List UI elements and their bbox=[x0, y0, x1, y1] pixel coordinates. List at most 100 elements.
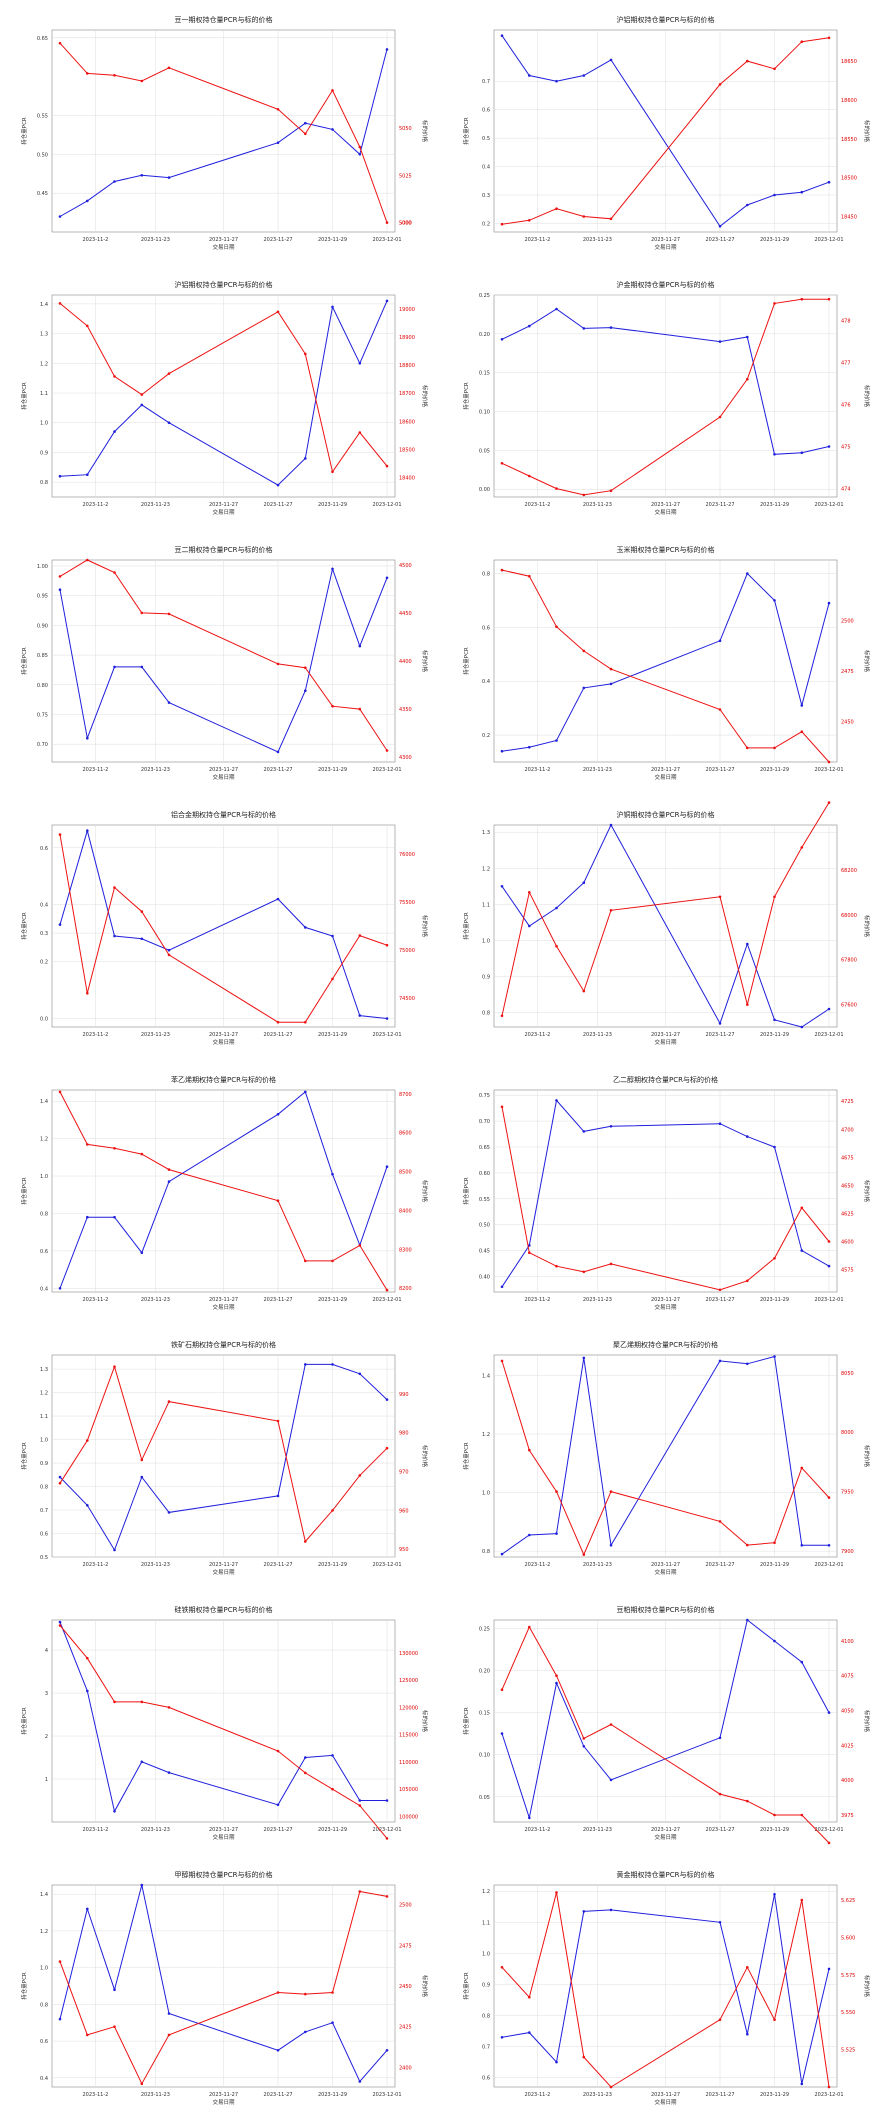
pcr-point bbox=[746, 2032, 749, 2036]
x-tick-label: 2023-11-27 bbox=[209, 767, 238, 773]
price-series-line bbox=[59, 1890, 388, 2085]
y-right-tick-label: 105000 bbox=[399, 1787, 418, 1793]
y-right-tick-label: 4675 bbox=[841, 1155, 854, 1161]
y-right-tick-label: 110000 bbox=[399, 1760, 418, 1766]
x-tick-label: 2023-12-01 bbox=[814, 1032, 843, 1038]
price-point bbox=[276, 1020, 280, 1024]
y-left-tick-label: 0.05 bbox=[479, 1795, 490, 1801]
price-point bbox=[385, 1895, 389, 1898]
pcr-point bbox=[113, 1548, 116, 1552]
pcr-point bbox=[140, 1760, 144, 1764]
pcr-point bbox=[718, 1359, 722, 1363]
x-tick-label: 2023-11-2 bbox=[524, 1562, 550, 1568]
y-left-axis-label: 持仓量PCR bbox=[20, 647, 28, 675]
x-tick-label: 2023-12-01 bbox=[814, 2092, 843, 2098]
price-point bbox=[746, 59, 749, 63]
price-point bbox=[500, 462, 504, 465]
y-left-tick-label: 1.4 bbox=[482, 1373, 490, 1379]
pcr-point bbox=[582, 1910, 586, 1913]
pcr-point bbox=[609, 682, 613, 686]
x-tick-label: 2023-11-29 bbox=[760, 1827, 789, 1833]
price-point bbox=[385, 1446, 389, 1450]
pcr-series-line bbox=[501, 1355, 829, 1555]
chart-title: 沪铝期权持仓量PCR与标的价格 bbox=[175, 280, 273, 289]
y-right-tick-label: 8000 bbox=[841, 1430, 854, 1436]
x-tick-label: 2023-11-23 bbox=[583, 1032, 612, 1038]
y-right-tick-label: 8400 bbox=[399, 1208, 412, 1214]
chart-svg: 2023-11-2 2023-11-23 2023-11-27 2023-11-27 2… bbox=[20, 1075, 429, 1311]
y-right-tick-label: 5.575 bbox=[841, 1973, 855, 1979]
y-left-axis-label: 持仓量PCR bbox=[462, 1177, 470, 1205]
price-point bbox=[140, 1458, 144, 1462]
y-left-tick-label: 0.45 bbox=[479, 1249, 490, 1255]
pcr-point bbox=[304, 689, 307, 692]
pcr-point bbox=[528, 1816, 531, 1820]
price-point bbox=[528, 474, 531, 478]
y-left-tick-label: 1.3 bbox=[482, 830, 490, 836]
price-point bbox=[304, 666, 307, 669]
price-point bbox=[358, 1804, 362, 1807]
chart-title: 乙二醇期权持仓量PCR与标的价格 bbox=[613, 1075, 718, 1084]
y-left-tick-label: 0.8 bbox=[40, 2002, 48, 2008]
price-point bbox=[555, 487, 558, 490]
y-left-tick-label: 1.3 bbox=[40, 1367, 48, 1373]
price-point bbox=[86, 1439, 89, 1442]
chart-svg: 2023-11-2 2023-11-23 2023-11-27 2023-11-27 2… bbox=[462, 15, 871, 251]
pcr-series-line bbox=[59, 828, 388, 1019]
pcr-series-line bbox=[501, 572, 830, 752]
price-point bbox=[773, 1541, 776, 1544]
y-left-tick-label: 1.1 bbox=[40, 1414, 48, 1420]
y-right-tick-label: 5000 bbox=[399, 221, 412, 227]
x-tick-label: 2023-11-23 bbox=[583, 2092, 612, 2098]
y-right-tick-label: 5.550 bbox=[841, 2010, 855, 2016]
pcr-point bbox=[358, 153, 362, 156]
x-tick-label: 2023-11-27 bbox=[651, 502, 680, 508]
price-point bbox=[358, 145, 362, 149]
pcr-point bbox=[358, 362, 362, 365]
x-tick-label: 2023-11-2 bbox=[82, 1827, 108, 1833]
x-tick-label: 2023-11-29 bbox=[760, 2092, 789, 2098]
y-right-tick-label: 130000 bbox=[399, 1651, 418, 1657]
chart-panel: 2023-11-2 2023-11-23 2023-11-27 2023-11-27 2… bbox=[0, 1590, 442, 1855]
price-point bbox=[500, 1359, 504, 1363]
price-point bbox=[609, 1490, 613, 1493]
pcr-point bbox=[528, 74, 531, 77]
y-left-tick-label: 0.4 bbox=[40, 2076, 48, 2082]
y-left-tick-label: 1.0 bbox=[40, 1174, 48, 1180]
price-point bbox=[582, 493, 586, 497]
pcr-point bbox=[86, 473, 89, 476]
y-right-tick-label: 68000 bbox=[841, 913, 857, 919]
y-right-tick-label: 476 bbox=[841, 402, 851, 408]
price-point bbox=[58, 575, 62, 578]
pcr-point bbox=[609, 823, 613, 827]
pcr-series-line bbox=[59, 1091, 388, 1289]
x-tick-label: 2023-11-27 bbox=[263, 1297, 292, 1303]
y-left-tick-label: 1.1 bbox=[40, 391, 48, 397]
y-left-tick-label: 0.9 bbox=[482, 1982, 490, 1988]
price-point bbox=[58, 1481, 62, 1485]
x-tick-label: 2023-12-01 bbox=[814, 1562, 843, 1568]
x-tick-label: 2023-12-01 bbox=[372, 1297, 401, 1303]
chart-title: 铝合金期权持仓量PCR与标的价格 bbox=[171, 810, 276, 819]
x-tick-label: 2023-11-23 bbox=[583, 1297, 612, 1303]
price-point bbox=[385, 1288, 389, 1292]
y-right-tick-label: 5050 bbox=[399, 126, 412, 132]
chart-svg: 2023-11-2 2023-11-23 2023-11-27 2023-11-27 2… bbox=[20, 1605, 429, 1841]
y-right-tick-label: 68200 bbox=[841, 868, 857, 874]
y-left-tick-label: 0.55 bbox=[37, 113, 48, 119]
price-point bbox=[718, 1288, 722, 1292]
pcr-point bbox=[140, 1251, 144, 1254]
pcr-point bbox=[140, 937, 144, 941]
chart-svg: 2023-11-2 2023-11-23 2023-11-27 2023-11-27 2… bbox=[462, 1605, 871, 1845]
pcr-point bbox=[385, 1799, 389, 1802]
x-axis-label: 交易日期 bbox=[654, 1303, 677, 1311]
price-point bbox=[385, 749, 389, 752]
price-point bbox=[555, 625, 558, 628]
pcr-point bbox=[609, 326, 613, 329]
chart-svg: 2023-11-2 2023-11-23 2023-11-27 2023-11-27 2… bbox=[20, 1870, 429, 2106]
price-series-line bbox=[59, 1625, 388, 1839]
pcr-point bbox=[276, 897, 280, 901]
x-tick-label: 2023-12-01 bbox=[814, 1297, 843, 1303]
y-right-tick-label: 8500 bbox=[399, 1170, 412, 1176]
x-tick-label: 2023-11-27 bbox=[705, 767, 734, 773]
